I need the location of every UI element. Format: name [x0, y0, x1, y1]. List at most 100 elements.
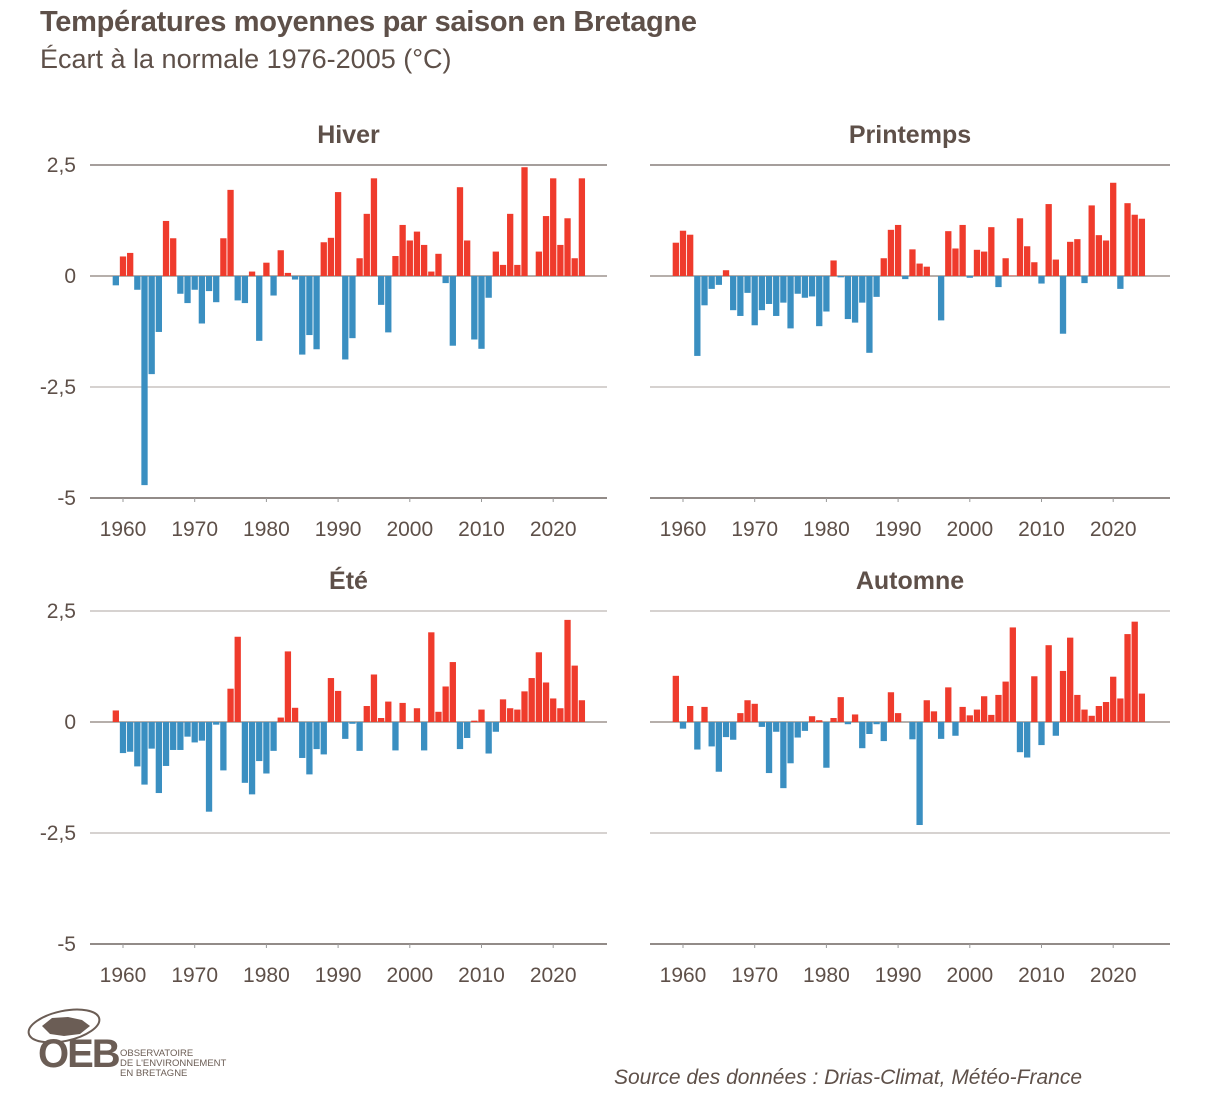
bar-2000: [406, 240, 413, 276]
bar-1961: [687, 234, 694, 276]
bar-1979: [256, 276, 263, 341]
y-tick-label: 0: [64, 711, 76, 734]
x-tick-label: 2020: [1090, 518, 1137, 541]
bar-1980: [263, 722, 270, 774]
bar-2001: [413, 708, 421, 722]
bar-2013: [1059, 276, 1067, 334]
x-tick-label: 1980: [803, 518, 850, 541]
bar-1985: [299, 276, 306, 355]
bar-1983: [284, 272, 292, 276]
bar-2004: [435, 711, 442, 722]
bar-1976: [234, 276, 241, 301]
bar-1987: [313, 722, 320, 750]
bar-2009: [1031, 262, 1038, 276]
logo-name: OBSERVATOIRE DE L'ENVIRONNEMENT EN BRETA…: [120, 1049, 226, 1079]
bar-2022: [564, 218, 571, 276]
bar-2008: [1024, 246, 1031, 276]
bar-1993: [916, 263, 923, 276]
bar-2016: [1081, 276, 1088, 284]
bar-2001: [973, 709, 981, 722]
panel-title: Été: [329, 566, 368, 595]
bar-1965: [715, 276, 722, 285]
x-tick-label: 1960: [660, 964, 707, 987]
bar-1976: [234, 636, 241, 722]
bar-1992: [909, 249, 916, 276]
bar-2016: [521, 691, 528, 722]
x-tick-label: 1980: [243, 518, 290, 541]
bar-1996: [377, 718, 385, 722]
bar-1972: [205, 276, 213, 292]
bar-2003: [988, 227, 995, 276]
bar-2019: [1102, 240, 1110, 276]
x-tick-label: 1980: [803, 964, 850, 987]
bar-1970: [191, 276, 198, 290]
bar-1963: [701, 276, 708, 306]
bar-2007: [1016, 218, 1024, 276]
bar-1999: [399, 224, 406, 276]
bar-2020: [550, 178, 557, 276]
bar-2012: [1052, 722, 1059, 736]
bar-2024: [578, 178, 586, 276]
bar-1973: [773, 276, 780, 316]
x-tick-label: 2000: [946, 518, 993, 541]
bar-1997: [945, 231, 952, 276]
bar-1975: [787, 276, 794, 329]
bar-1986: [866, 722, 873, 734]
bar-1962: [134, 276, 141, 290]
bar-1970: [751, 703, 758, 722]
logo-acronym: OEB: [38, 1032, 121, 1076]
bar-1961: [127, 722, 134, 752]
bar-1959: [112, 276, 119, 286]
bar-2015: [514, 709, 521, 722]
bar-1978: [808, 276, 816, 297]
y-tick-label: -5: [57, 933, 76, 956]
bar-1973: [213, 276, 220, 303]
bar-1961: [687, 706, 694, 722]
x-tick-label: 2000: [386, 518, 433, 541]
bar-1994: [363, 213, 370, 276]
bar-2011: [1045, 204, 1052, 276]
bar-1982: [277, 250, 284, 276]
y-tick-label: 2,5: [47, 600, 76, 623]
bar-1977: [801, 722, 809, 731]
bar-1999: [959, 224, 966, 276]
bar-1974: [780, 722, 787, 789]
bar-1964: [148, 722, 155, 749]
bar-2022: [1124, 203, 1131, 276]
bar-1981: [830, 718, 837, 722]
bar-2018: [1095, 706, 1103, 722]
bar-1998: [392, 256, 399, 276]
bar-1987: [873, 722, 880, 725]
bar-1966: [162, 220, 170, 276]
bar-2023: [1131, 621, 1138, 722]
bar-1963: [141, 276, 148, 486]
x-tick-label: 1960: [100, 964, 147, 987]
bar-1968: [177, 276, 184, 294]
x-tick-label: 1970: [171, 964, 218, 987]
x-tick-label: 1990: [315, 964, 362, 987]
bar-2005: [442, 276, 449, 284]
bar-1975: [787, 722, 794, 764]
bar-1997: [945, 687, 952, 722]
y-tick-label: -2,5: [40, 376, 76, 399]
bar-1989: [887, 229, 895, 276]
bar-1973: [213, 722, 220, 725]
x-tick-label: 1980: [243, 964, 290, 987]
bar-1959: [112, 710, 119, 722]
bar-1980: [823, 722, 830, 768]
bar-2024: [1138, 693, 1146, 722]
bar-2018: [535, 251, 543, 276]
bar-1961: [127, 252, 134, 276]
bar-2010: [1038, 276, 1045, 284]
bar-1991: [902, 276, 909, 280]
bar-2012: [492, 722, 499, 732]
bar-1977: [801, 276, 809, 298]
bar-1981: [270, 722, 277, 751]
bar-2004: [435, 253, 442, 276]
bar-2004: [995, 276, 1002, 288]
bar-1960: [119, 256, 127, 276]
bar-1964: [708, 722, 715, 747]
bar-1974: [220, 722, 227, 771]
x-tick-label: 1990: [875, 518, 922, 541]
bar-1963: [701, 706, 708, 722]
